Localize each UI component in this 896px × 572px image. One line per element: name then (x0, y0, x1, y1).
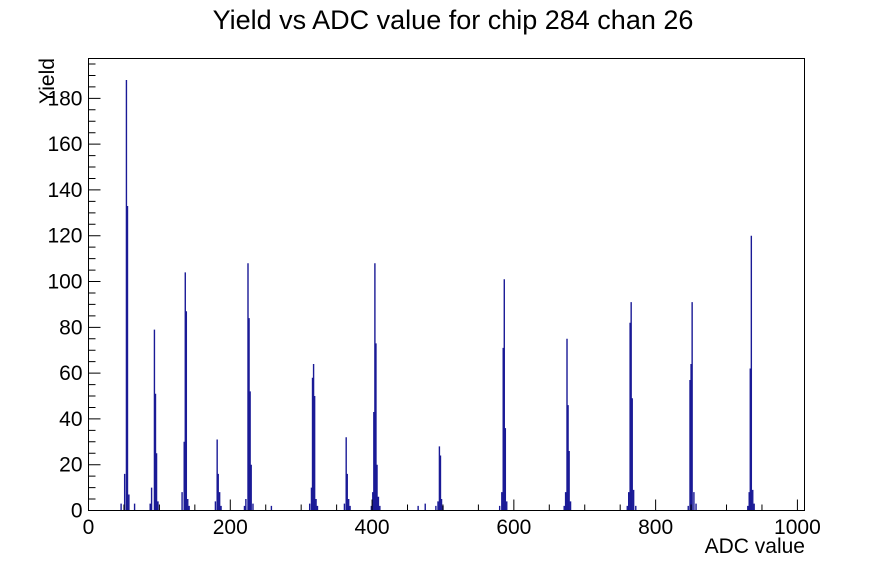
y-tick-label: 160 (47, 133, 82, 156)
major-ticks (88, 97, 798, 511)
x-tick-label: 0 (83, 516, 95, 539)
x-tick-label: 1000 (774, 516, 821, 539)
y-tick-label: 100 (47, 271, 82, 294)
plot-title: Yield vs ADC value for chip 284 chan 26 (212, 5, 694, 35)
histogram-series (120, 80, 755, 511)
x-tick-label: 400 (355, 516, 390, 539)
x-tick-label: 800 (638, 516, 673, 539)
y-tick-label: 80 (59, 316, 82, 339)
y-axis-title: Yield (36, 58, 59, 104)
x-axis-title: ADC value (704, 535, 805, 558)
y-tick-label: 0 (71, 500, 83, 523)
plot-frame (88, 58, 805, 511)
minor-ticks (88, 63, 763, 511)
x-tick-label: 600 (496, 516, 531, 539)
y-tick-label: 120 (47, 225, 82, 248)
y-tick-label: 140 (47, 179, 82, 202)
y-tick-label: 40 (59, 408, 82, 431)
y-tick-label: 20 (59, 454, 82, 477)
y-tick-label: 180 (47, 87, 82, 110)
x-tick-label: 200 (213, 516, 248, 539)
y-tick-label: 60 (59, 362, 82, 385)
